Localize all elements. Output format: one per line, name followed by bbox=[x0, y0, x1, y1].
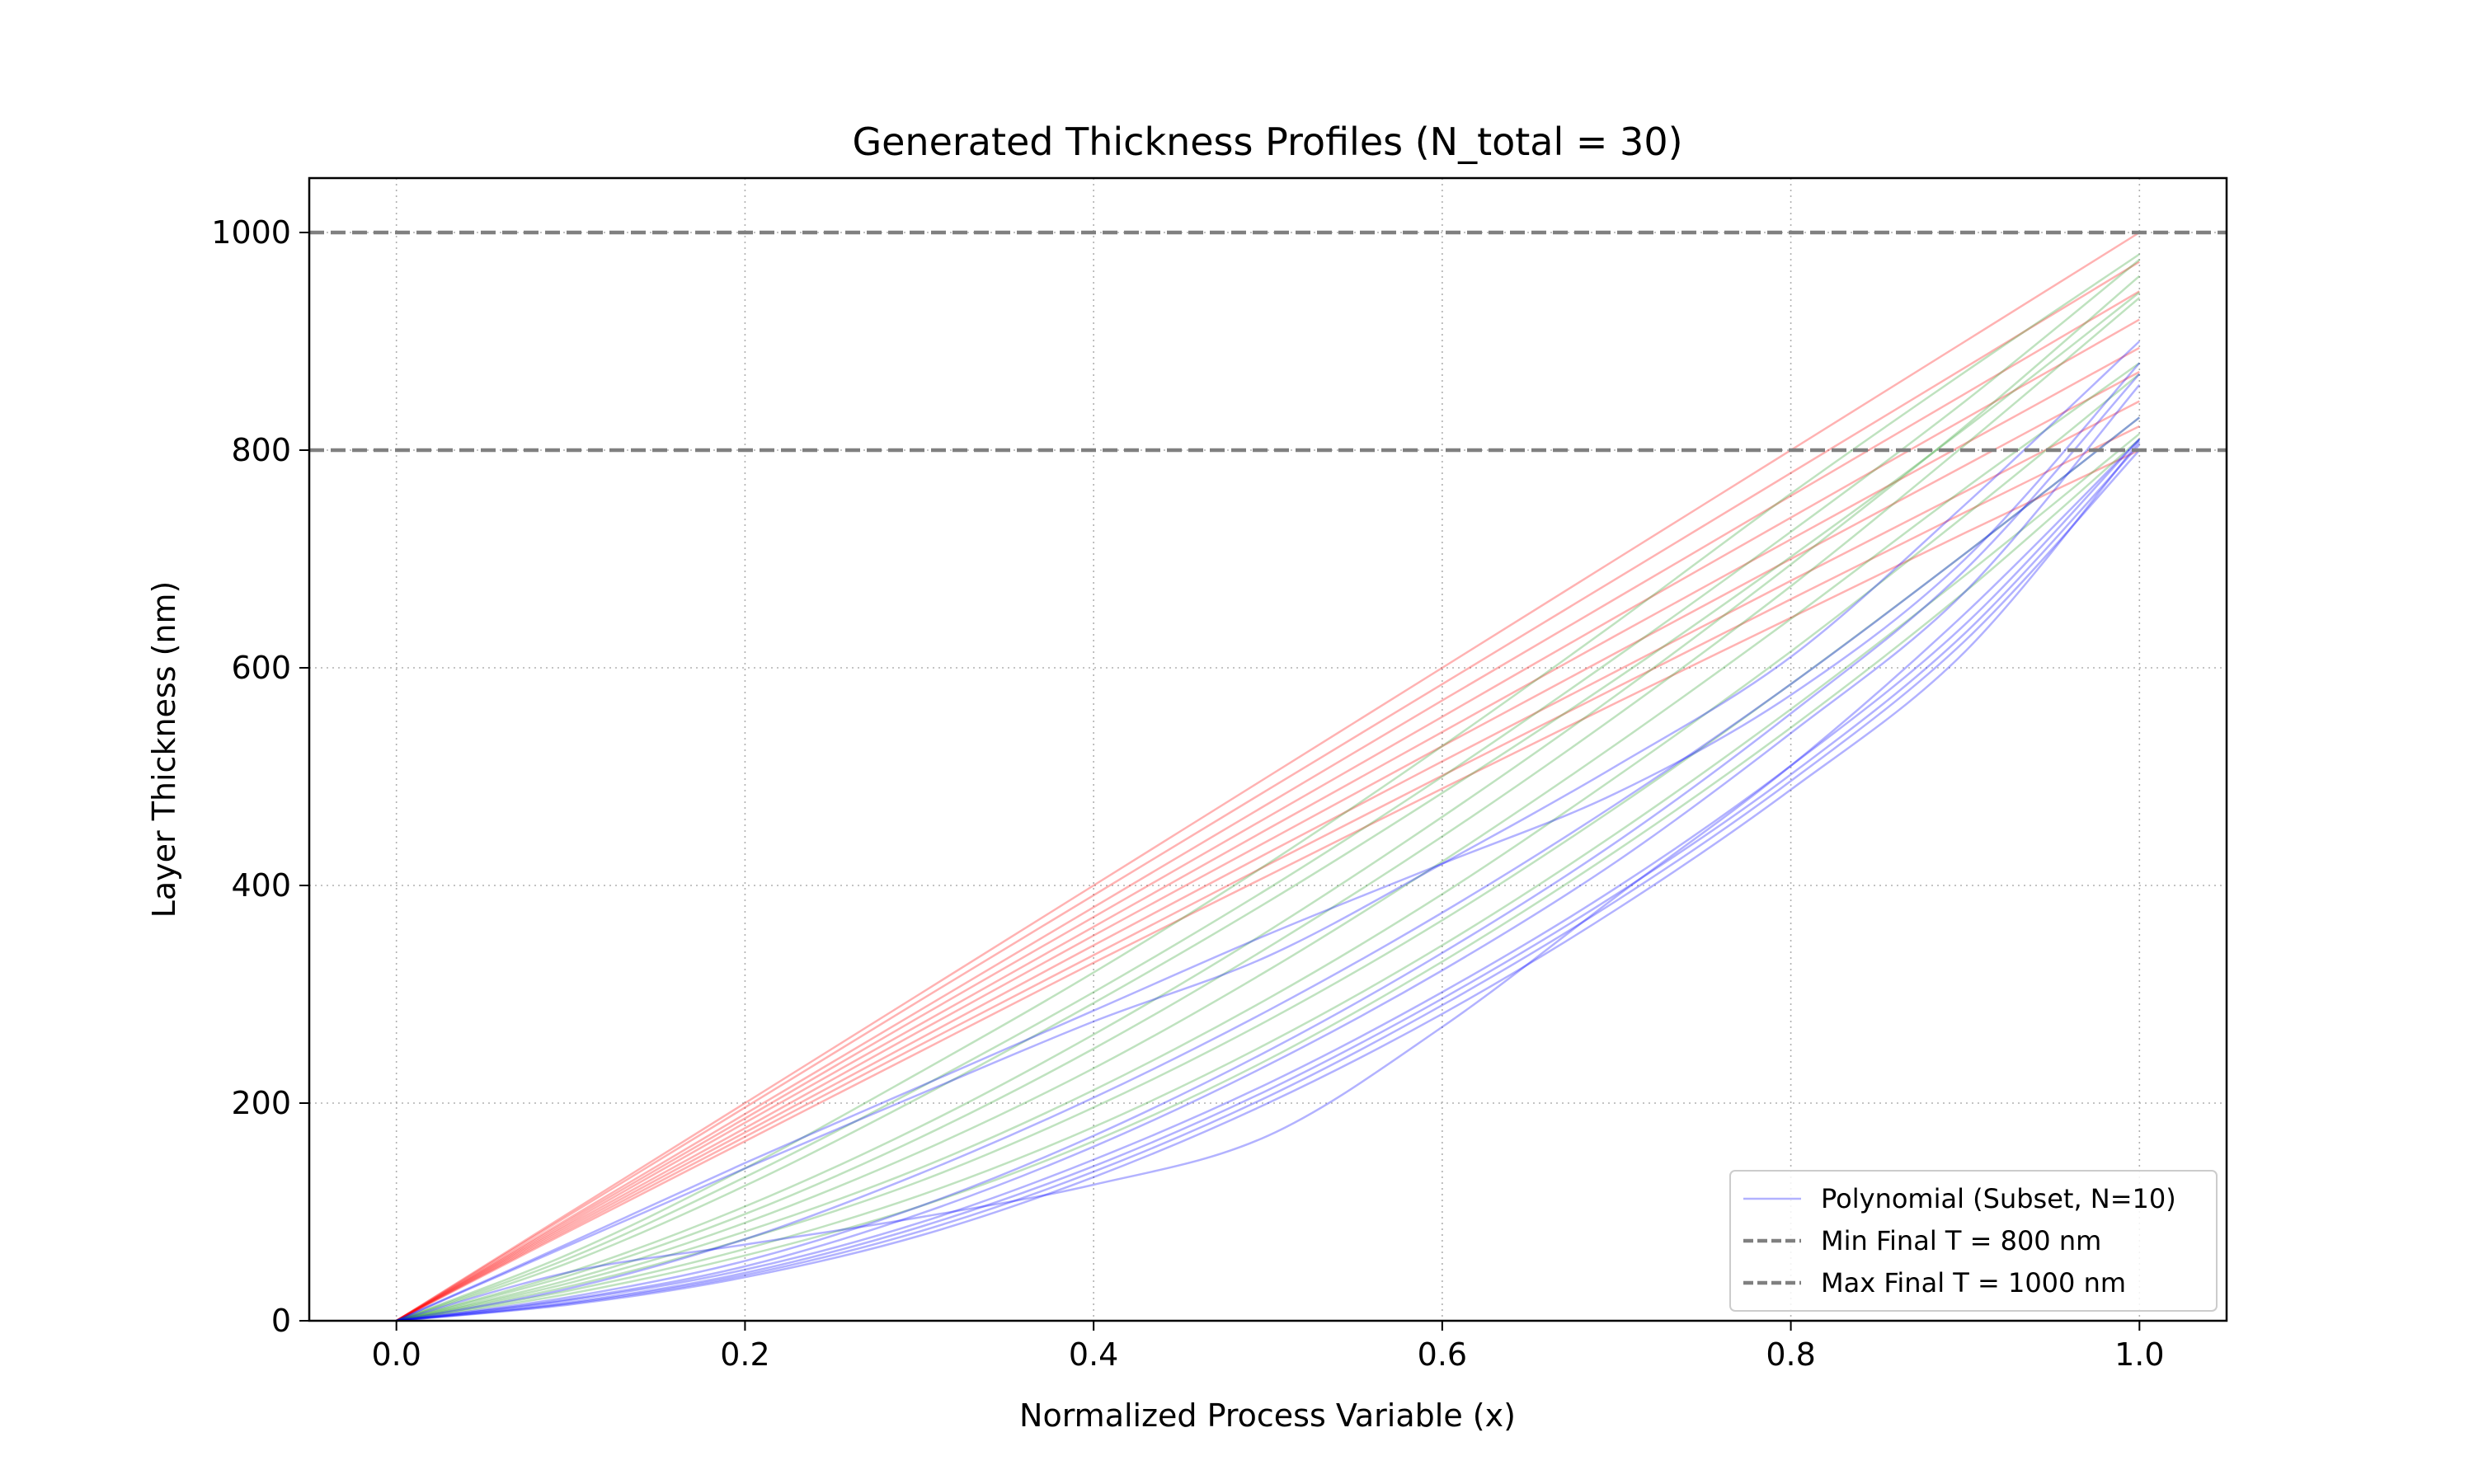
reference-lines bbox=[309, 230, 2227, 453]
green-series-line bbox=[396, 291, 2141, 1322]
red-series-line bbox=[396, 318, 2140, 1322]
green-series-line bbox=[396, 275, 2141, 1322]
x-axis-label: Normalized Process Variable (x) bbox=[1019, 1397, 1516, 1434]
green-series-line bbox=[396, 259, 2141, 1322]
blue-series-line bbox=[396, 340, 2141, 1322]
x-tick-label: 0.8 bbox=[1766, 1336, 1815, 1373]
blue-series-line bbox=[396, 362, 2141, 1322]
legend: Polynomial (Subset, N=10) Min Final T = 8… bbox=[1729, 1170, 2218, 1312]
x-tick-label: 0.4 bbox=[1069, 1336, 1118, 1373]
blue-series-line bbox=[396, 383, 2141, 1322]
green-series-line bbox=[396, 362, 2141, 1322]
green-series-line bbox=[396, 433, 2141, 1322]
blue-series-line bbox=[396, 416, 2141, 1322]
blue-series-line bbox=[396, 449, 2141, 1322]
y-tick-label: 600 bbox=[231, 650, 291, 686]
y-tick-label: 1000 bbox=[211, 214, 291, 251]
x-tick-label: 0.0 bbox=[371, 1336, 421, 1373]
blue-series-line bbox=[396, 438, 2141, 1322]
green-series-line bbox=[396, 373, 2141, 1322]
red-series-line bbox=[396, 425, 2140, 1322]
axes-frame bbox=[308, 176, 2228, 1322]
y-tick-label: 0 bbox=[271, 1303, 291, 1339]
red-series-line bbox=[396, 290, 2140, 1322]
green-series-line bbox=[396, 297, 2141, 1322]
legend-box bbox=[1729, 1170, 2218, 1312]
green-series-line bbox=[396, 438, 2141, 1322]
y-tick-label: 200 bbox=[231, 1085, 291, 1121]
red-series-line bbox=[396, 261, 2140, 1322]
legend-label: Polynomial (Subset, N=10) bbox=[1821, 1183, 2176, 1214]
x-tick-label: 0.6 bbox=[1418, 1336, 1467, 1373]
red-series-line bbox=[396, 400, 2140, 1322]
blue-series-line bbox=[396, 444, 2141, 1322]
red-series-line bbox=[396, 448, 2140, 1322]
axis-ticks: 0.0 0.2 0.4 0.6 0.8 1.0 0 200 400 600 800 1000 bbox=[211, 214, 2164, 1373]
y-tick-label: 800 bbox=[231, 432, 291, 468]
legend-label: Max Final T = 1000 nm bbox=[1821, 1267, 2126, 1298]
red-series-line bbox=[396, 346, 2140, 1322]
red-series-line bbox=[396, 231, 2140, 1322]
green-series-line bbox=[396, 253, 2141, 1322]
blue-series-line bbox=[396, 440, 2141, 1322]
green-series-line bbox=[396, 416, 2141, 1322]
blue-series-line bbox=[396, 438, 2141, 1322]
y-tick-label: 400 bbox=[231, 867, 291, 904]
chart-title: Generated Thickness Profiles (N_total = … bbox=[852, 120, 1682, 164]
blue-series-line bbox=[396, 373, 2141, 1322]
series-lines bbox=[396, 231, 2141, 1322]
legend-label: Min Final T = 800 nm bbox=[1821, 1225, 2101, 1256]
red-series-line bbox=[396, 370, 2140, 1322]
y-axis-label: Layer Thickness (nm) bbox=[146, 581, 182, 918]
x-tick-label: 1.0 bbox=[2114, 1336, 2164, 1373]
x-tick-label: 0.2 bbox=[720, 1336, 769, 1373]
